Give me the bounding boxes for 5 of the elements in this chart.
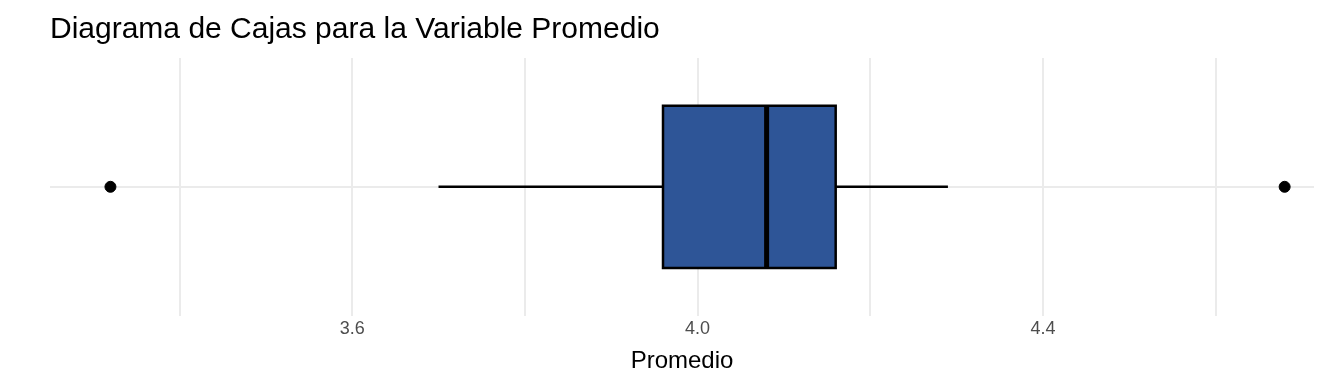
x-tick-label: 4.0 <box>685 318 711 339</box>
x-tick-label: 4.4 <box>1030 318 1056 339</box>
x-tick-label: 3.6 <box>339 318 365 339</box>
chart-title: Diagrama de Cajas para la Variable Promedio <box>50 11 660 45</box>
x-axis-title: Promedio <box>630 346 734 374</box>
